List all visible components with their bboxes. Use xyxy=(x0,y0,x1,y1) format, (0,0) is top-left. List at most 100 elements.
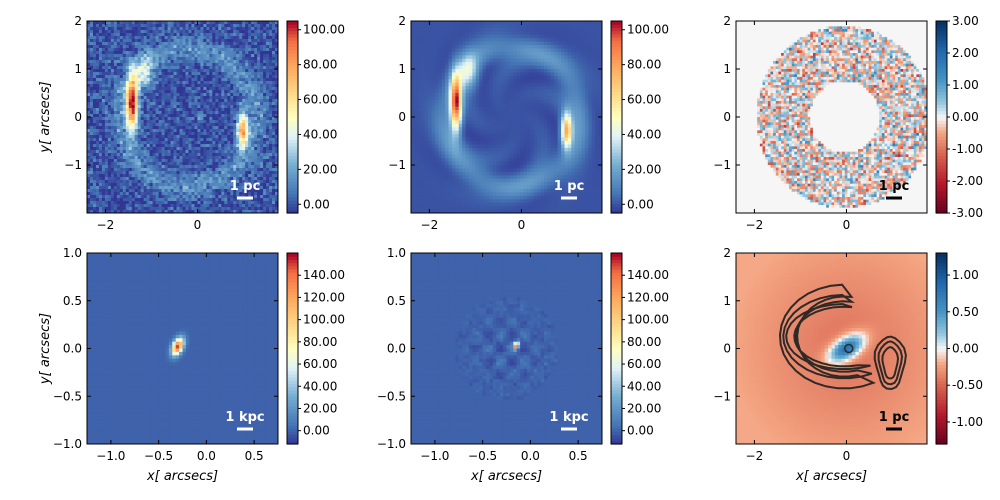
heatmap-image xyxy=(87,253,278,444)
y-tick-label: −1.0 xyxy=(377,437,406,451)
y-tick-label: −0.5 xyxy=(377,389,406,403)
heatmap-image xyxy=(87,21,278,213)
y-tick-label: −1 xyxy=(64,158,82,172)
y-tick-label: 0.5 xyxy=(63,294,82,308)
scale-bar-label: 1 pc xyxy=(879,179,910,194)
colorbar-tick-label: 40.00 xyxy=(627,127,661,141)
x-tick-label: 0.0 xyxy=(521,449,540,463)
colorbar-tick-label: 80.00 xyxy=(627,58,661,72)
x-axis-label: x[ arcsecs] xyxy=(795,469,867,484)
x-tick-label: 0.5 xyxy=(569,449,588,463)
y-tick-label: 1 xyxy=(723,62,731,76)
colorbar-tick-label: 80.00 xyxy=(303,58,337,72)
panel-source-truth: −1.0 −0.5 0.0 0.5 −1.0 −0.5 0.0 0.5 1.0 x[ arcsec… xyxy=(38,246,345,484)
x-tick-label: −2 xyxy=(746,449,764,463)
colorbar-tick-label: 20.00 xyxy=(627,162,661,176)
colorbar-tick-label: 80.00 xyxy=(627,335,661,349)
heatmap-image xyxy=(736,253,927,444)
colorbar-tick-label: 100.00 xyxy=(627,313,669,327)
panel-data-image: −2 0 −1 0 1 2 y[ arcsecs] 1 pc 0.00 20.00 40.00 60.… xyxy=(38,14,345,232)
x-tick-label: 0.0 xyxy=(197,449,216,463)
colorbar-tick-label: 60.00 xyxy=(627,357,661,371)
y-tick-label: 0 xyxy=(723,110,731,124)
panel-source-reconstruction: −1.0 −0.5 0.0 0.5 −1.0 −0.5 0.0 0.5 1.0 x[ arcsec… xyxy=(377,246,669,484)
colorbar-tick-label: 100.00 xyxy=(627,23,669,37)
colorbar-tick-label: 140.00 xyxy=(303,268,345,282)
scale-bar-label: 1 kpc xyxy=(225,410,264,425)
scale-bar-label: 1 kpc xyxy=(549,410,588,425)
y-tick-label: 0 xyxy=(74,110,82,124)
y-tick-label: 1 xyxy=(74,62,82,76)
colorbar-tick-label: -3.00 xyxy=(952,206,983,220)
colorbar-tick-label: 60.00 xyxy=(627,93,661,107)
panel-normalized-residuals: −2 0 −1 0 1 2 1 pc -3.00 -2.00 -1.00 0.00 1.00 2.00 3… xyxy=(713,14,983,232)
arc-contours xyxy=(778,283,907,391)
x-tick-label: 0 xyxy=(843,449,851,463)
colorbar-tick-label: -0.50 xyxy=(952,378,983,392)
colorbar-tick-label: 20.00 xyxy=(627,401,661,415)
colorbar: 0.00 20.00 40.00 60.00 80.00 100.00 xyxy=(610,20,669,214)
colorbar-tick-label: 20.00 xyxy=(303,401,337,415)
colorbar-tick-label: 0.50 xyxy=(952,305,979,319)
scale-bar-label: 1 pc xyxy=(879,410,910,425)
x-tick-label: −1.0 xyxy=(420,449,449,463)
y-axis-label: y[ arcsecs] xyxy=(38,313,53,385)
y-tick-label: 2 xyxy=(398,14,406,28)
colorbar: -3.00 -2.00 -1.00 0.00 1.00 2.00 3.00 xyxy=(935,14,983,220)
colorbar-tick-label: 0.00 xyxy=(952,342,979,356)
panel-model-image: −2 0 −1 0 1 2 1 pc 0.00 20.00 40.00 60.00 80.00 100.… xyxy=(388,14,669,232)
y-tick-label: 0.0 xyxy=(63,342,82,356)
colorbar-tick-label: 0.00 xyxy=(627,424,654,438)
y-tick-label: 0.5 xyxy=(387,294,406,308)
colorbar-tick-label: 100.00 xyxy=(303,23,345,37)
colorbar-tick-label: 3.00 xyxy=(952,14,979,28)
x-tick-label: 0.5 xyxy=(245,449,264,463)
y-tick-label: −1 xyxy=(713,158,731,172)
x-tick-label: −0.5 xyxy=(468,449,497,463)
x-tick-label: −2 xyxy=(746,218,764,232)
x-axis-label: x[ arcsecs] xyxy=(146,469,218,484)
panel-potential-correction: −2 0 −1 0 1 2 x[ arcsecs] 1 pc -1.00 -0.50 0.00 0.5… xyxy=(713,246,983,484)
colorbar-tick-label: 120.00 xyxy=(303,290,345,304)
x-tick-label: −2 xyxy=(97,218,115,232)
colorbar-tick-label: 0.00 xyxy=(952,110,979,124)
x-tick-label: 0 xyxy=(194,218,202,232)
colorbar: 0.00 20.00 40.00 60.00 80.00 100.00 120.00 140.… xyxy=(610,252,669,445)
colorbar-tick-label: 140.00 xyxy=(627,268,669,282)
y-tick-label: −1.0 xyxy=(53,437,82,451)
x-tick-label: 0 xyxy=(843,218,851,232)
x-tick-label: −1.0 xyxy=(96,449,125,463)
x-tick-label: −2 xyxy=(421,218,439,232)
colorbar-tick-label: -1.00 xyxy=(952,415,983,429)
colorbar: 0.00 20.00 40.00 60.00 80.00 100.00 120.00 140.… xyxy=(286,252,345,445)
colorbar: 0.00 20.00 40.00 60.00 80.00 100.00 xyxy=(286,20,345,214)
heatmap-image xyxy=(736,21,927,213)
y-tick-label: 1 xyxy=(398,62,406,76)
colorbar-tick-label: 60.00 xyxy=(303,93,337,107)
y-tick-label: 2 xyxy=(74,14,82,28)
y-tick-label: −1 xyxy=(713,389,731,403)
colorbar-tick-label: 0.00 xyxy=(303,424,330,438)
colorbar: -1.00 -0.50 0.00 0.50 1.00 xyxy=(935,252,983,445)
colorbar-tick-label: 20.00 xyxy=(303,162,337,176)
colorbar-tick-label: 120.00 xyxy=(627,290,669,304)
colorbar-tick-label: -1.00 xyxy=(952,142,983,156)
colorbar-tick-label: 1.00 xyxy=(952,78,979,92)
y-tick-label: −0.5 xyxy=(53,389,82,403)
y-tick-label: 0 xyxy=(723,342,731,356)
colorbar-tick-label: 1.00 xyxy=(952,268,979,282)
scale-bar-label: 1 pc xyxy=(230,179,261,194)
colorbar-tick-label: 40.00 xyxy=(303,379,337,393)
colorbar-tick-label: 0.00 xyxy=(627,197,654,211)
y-tick-label: 1.0 xyxy=(387,246,406,260)
y-tick-label: −1 xyxy=(388,158,406,172)
y-tick-label: 1.0 xyxy=(63,246,82,260)
scale-bar-label: 1 pc xyxy=(554,179,585,194)
y-tick-label: 2 xyxy=(723,246,731,260)
x-tick-label: 0 xyxy=(518,218,526,232)
y-tick-label: 0 xyxy=(398,110,406,124)
colorbar-tick-label: 2.00 xyxy=(952,46,979,60)
colorbar-tick-label: 80.00 xyxy=(303,335,337,349)
heatmap-image xyxy=(411,253,602,444)
